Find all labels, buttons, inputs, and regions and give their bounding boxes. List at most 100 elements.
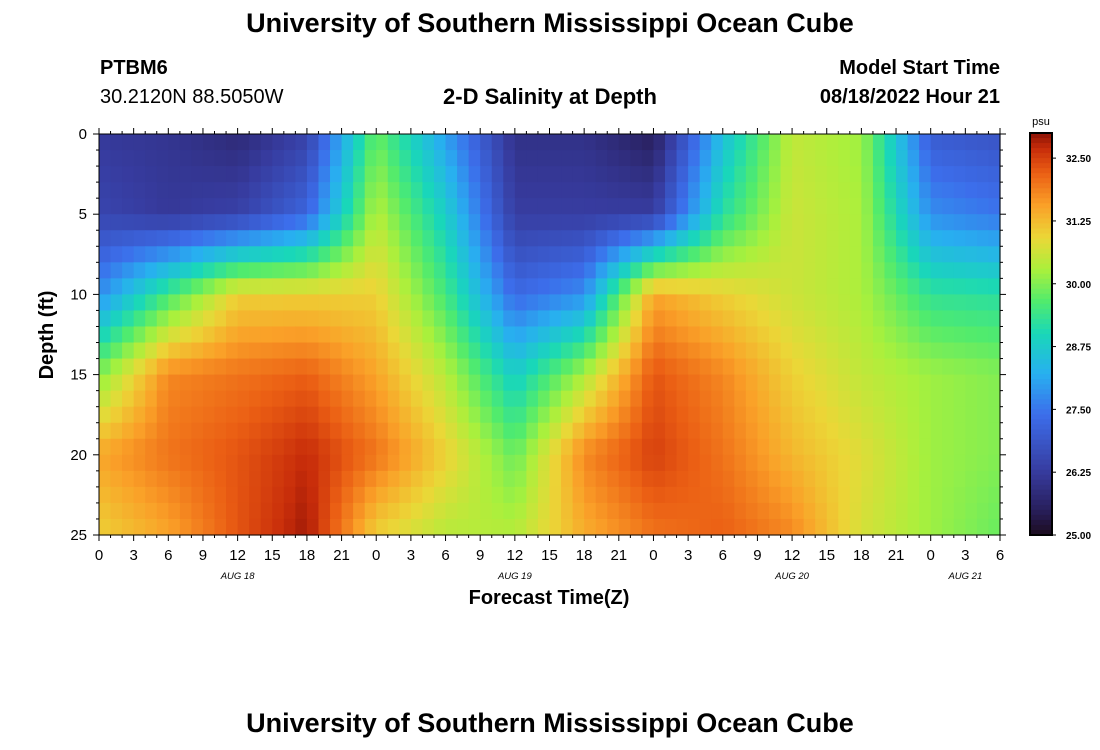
heatmap-cell <box>549 342 562 360</box>
heatmap-cell <box>561 134 574 151</box>
heatmap-cell <box>884 454 897 472</box>
heatmap-cell <box>145 230 158 247</box>
heatmap-cell <box>168 486 181 504</box>
heatmap-cell <box>745 294 759 312</box>
heatmap-cell <box>237 390 250 408</box>
heatmap-cell <box>364 358 377 376</box>
colorbar-segment <box>1030 434 1052 441</box>
heatmap-cell <box>861 150 874 167</box>
heatmap-cell <box>237 502 250 520</box>
y-tick-label: 15 <box>70 367 87 384</box>
heatmap-cell <box>145 134 158 151</box>
heatmap-cell <box>214 134 227 151</box>
colorbar-segment <box>1030 369 1052 375</box>
heatmap-cell <box>179 182 193 199</box>
heatmap-cell <box>237 230 250 247</box>
heatmap-cell <box>491 486 504 504</box>
heatmap-cell <box>976 134 990 151</box>
heatmap-cell <box>330 150 343 167</box>
heatmap-cell <box>110 246 123 263</box>
heatmap-cell <box>607 470 620 488</box>
heatmap-cell <box>803 454 816 472</box>
heatmap-cell <box>341 486 354 504</box>
heatmap-cell <box>214 438 227 456</box>
heatmap-cell <box>872 438 886 456</box>
heatmap-cell <box>896 438 909 456</box>
heatmap-cell <box>930 294 943 312</box>
heatmap-cell <box>526 246 539 263</box>
x-axis-label: Forecast Time(Z) <box>469 587 630 609</box>
heatmap-cell <box>353 262 366 279</box>
heatmap-cell <box>734 150 747 167</box>
heatmap-cell <box>896 470 909 488</box>
heatmap-cell <box>179 422 193 440</box>
heatmap-cell <box>295 374 308 392</box>
heatmap-cell <box>896 214 909 231</box>
heatmap-cell <box>122 166 135 183</box>
heatmap-cell <box>330 246 343 263</box>
heatmap-cell <box>445 198 458 215</box>
heatmap-cell <box>283 486 296 504</box>
colorbar-segment <box>1030 138 1052 144</box>
heatmap-cell <box>688 150 701 167</box>
heatmap-cell <box>422 326 435 344</box>
heatmap-cell <box>792 150 805 167</box>
heatmap-cell <box>630 486 643 504</box>
heatmap-cell <box>861 374 874 392</box>
colorbar-segment <box>1030 213 1052 220</box>
heatmap-cell <box>942 390 955 408</box>
heatmap-cell <box>283 342 296 360</box>
heatmap-cell <box>306 294 320 312</box>
heatmap-cell <box>399 454 412 472</box>
x-tick-label: 12 <box>229 547 246 564</box>
heatmap-cell <box>572 406 585 424</box>
heatmap-cell <box>399 262 412 279</box>
heatmap-cell <box>376 454 389 472</box>
heatmap-cell <box>734 214 747 231</box>
x-tick-label: 3 <box>961 547 969 564</box>
heatmap-cell <box>849 310 862 328</box>
colorbar-segment <box>1030 474 1052 481</box>
colorbar-segment <box>1030 168 1052 174</box>
heatmap-cell <box>318 342 331 360</box>
salinity-heatmap <box>99 134 1001 536</box>
heatmap-cell <box>318 134 331 151</box>
heatmap-cell <box>341 198 354 215</box>
heatmap-cell <box>364 518 377 536</box>
heatmap-cell <box>919 342 932 360</box>
heatmap-cell <box>965 326 978 344</box>
heatmap-cell <box>168 470 181 488</box>
heatmap-cell <box>526 150 539 167</box>
heatmap-cell <box>745 326 759 344</box>
heatmap-cell <box>826 390 839 408</box>
heatmap-cell <box>283 518 296 536</box>
heatmap-cell <box>353 134 366 151</box>
heatmap-cell <box>561 262 574 279</box>
heatmap-cell <box>711 470 724 488</box>
heatmap-cell <box>295 518 308 536</box>
heatmap-cell <box>849 278 862 295</box>
heatmap-cell <box>641 214 655 231</box>
heatmap-cell <box>745 406 759 424</box>
heatmap-cell <box>537 214 551 231</box>
x-tick-label: 0 <box>927 547 935 564</box>
heatmap-cell <box>734 374 747 392</box>
heatmap-cell <box>572 518 585 536</box>
heatmap-cell <box>722 374 735 392</box>
heatmap-cell <box>607 454 620 472</box>
heatmap-cell <box>133 406 146 424</box>
heatmap-cell <box>688 230 701 247</box>
heatmap-cell <box>364 326 377 344</box>
heatmap-cell <box>364 310 377 328</box>
heatmap-cell <box>872 374 886 392</box>
heatmap-cell <box>410 294 424 312</box>
heatmap-cell <box>295 134 308 151</box>
heatmap-cell <box>734 358 747 376</box>
heatmap-cell <box>249 486 262 504</box>
heatmap-cell <box>665 342 678 360</box>
colorbar-segment <box>1030 519 1052 526</box>
heatmap-cell <box>930 406 943 424</box>
heatmap-cell <box>676 198 689 215</box>
heatmap-cell <box>919 150 932 167</box>
heatmap-cell <box>283 230 296 247</box>
